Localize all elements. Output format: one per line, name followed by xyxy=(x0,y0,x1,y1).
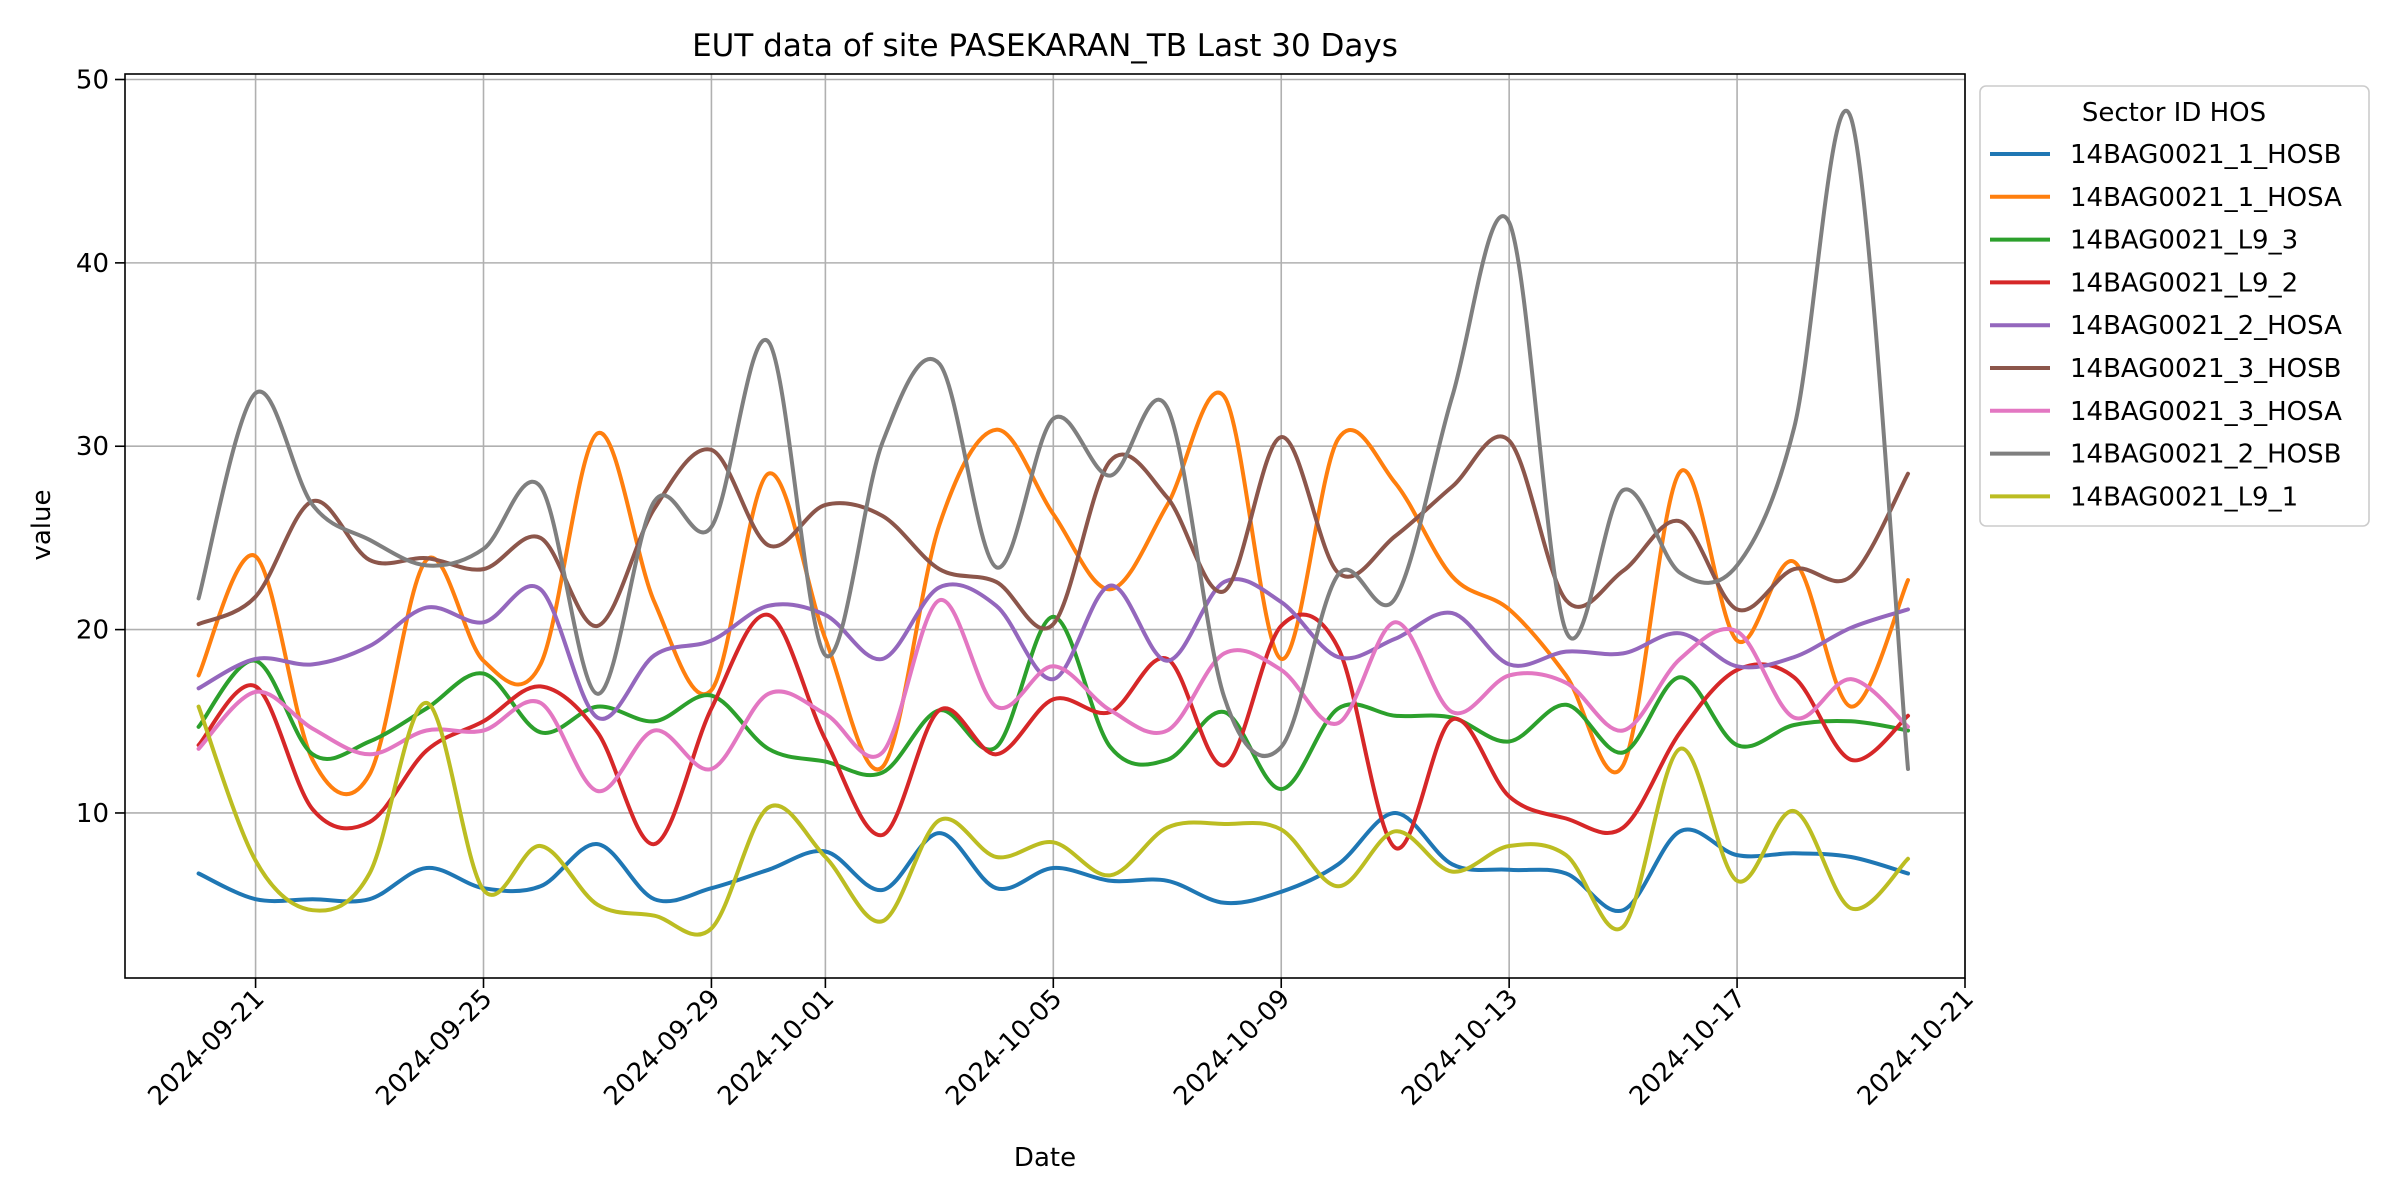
y-tick-label: 20 xyxy=(76,616,109,646)
x-tick-label: 2024-09-25 xyxy=(370,984,498,1112)
legend-entry: 14BAG0021_1_HOSB xyxy=(2070,140,2341,170)
legend-entry: 14BAG0021_3_HOSB xyxy=(2070,354,2341,384)
series-line-14BAG0021_L9_1 xyxy=(196,700,1910,937)
series-line-14BAG0021_2_HOSA xyxy=(196,577,1910,721)
x-tick-label: 2024-10-13 xyxy=(1396,984,1524,1112)
legend-entry: 14BAG0021_L9_3 xyxy=(2070,226,2298,256)
legend: Sector ID HOS 14BAG0021_1_HOSB14BAG0021_… xyxy=(1979,85,2370,527)
series-line-14BAG0021_1_HOSA xyxy=(196,390,1910,796)
legend-title: Sector ID HOS xyxy=(2082,98,2266,128)
series-line-14BAG0021_3_HOSB xyxy=(196,434,1910,631)
legend-entry: 14BAG0021_L9_2 xyxy=(2070,268,2298,298)
x-tick-label: 2024-10-21 xyxy=(1852,984,1980,1112)
series-line-14BAG0021_L9_2 xyxy=(196,612,1910,851)
legend-entry: 14BAG0021_3_HOSA xyxy=(2070,397,2342,427)
series-lines xyxy=(196,108,1910,937)
y-axis: 10 20 30 40 50 xyxy=(76,66,125,829)
x-tick-label: 2024-10-05 xyxy=(940,984,1068,1112)
x-tick-label: 2024-09-29 xyxy=(598,984,726,1112)
y-tick-label: 40 xyxy=(76,249,109,279)
legend-entry: 14BAG0021_1_HOSA xyxy=(2070,183,2342,213)
x-tick-label: 2024-09-21 xyxy=(142,984,270,1112)
x-tick-label: 2024-10-09 xyxy=(1168,984,1296,1112)
x-tick-label: 2024-10-01 xyxy=(712,984,840,1112)
legend-items: 14BAG0021_1_HOSB 14BAG0021_1_HOSA 14BAG002… xyxy=(1990,140,2342,512)
y-axis-label: value xyxy=(27,489,57,560)
x-axis-label: Date xyxy=(1014,1143,1076,1173)
legend-box xyxy=(1979,85,2370,527)
series-line-14BAG0021_L9_3 xyxy=(196,614,1910,792)
series-line-14BAG0021_1_HOSB xyxy=(196,811,1910,914)
axes-frame xyxy=(124,73,1966,979)
y-tick-label: 50 xyxy=(76,66,109,96)
legend-entry: 14BAG0021_2_HOSA xyxy=(2070,311,2342,341)
y-tick-label: 10 xyxy=(76,799,109,829)
x-axis: 2024-09-21 2024-09-25 2024-09-292024-10-01… xyxy=(142,978,1980,1112)
legend-entry: 14BAG0021_L9_1 xyxy=(2070,482,2298,512)
legend-entry: 14BAG0021_2_HOSB xyxy=(2070,440,2341,470)
series-line-14BAG0021_2_HOSB xyxy=(196,108,1910,771)
y-tick-label: 30 xyxy=(76,432,109,462)
x-tick-label: 2024-10-17 xyxy=(1624,984,1752,1112)
series-line-14BAG0021_3_HOSA xyxy=(196,598,1910,794)
chart-title: EUT data of site PASEKARAN_TB Last 30 Da… xyxy=(692,28,1398,64)
